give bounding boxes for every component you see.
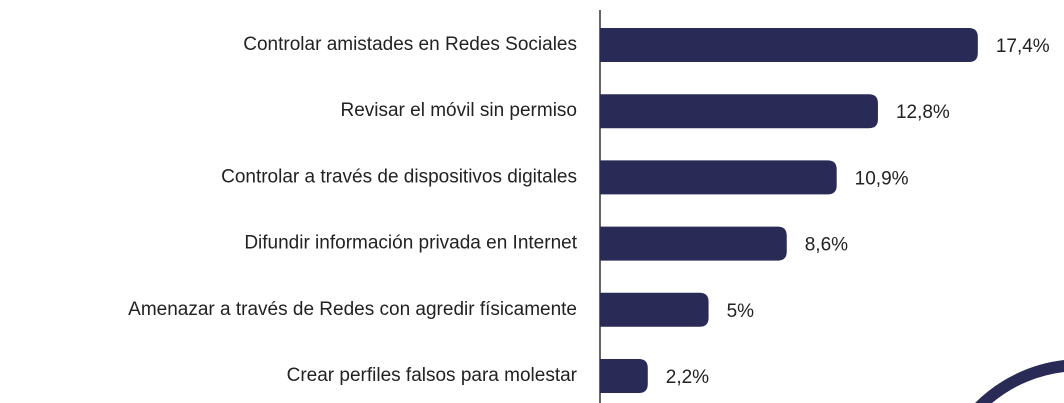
bar xyxy=(600,28,978,62)
value-label: 2,2% xyxy=(666,367,709,388)
category-label: Controlar amistades en Redes Sociales xyxy=(243,34,577,55)
decoration-arc xyxy=(975,360,1064,403)
bar xyxy=(600,226,787,261)
value-label: 10,9% xyxy=(855,168,909,189)
category-label: Revisar el móvil sin permiso xyxy=(340,100,577,121)
bar xyxy=(600,94,878,129)
category-label: Difundir información privada en Internet xyxy=(244,233,577,254)
value-label: 5% xyxy=(727,301,755,322)
bar xyxy=(600,359,648,393)
bar xyxy=(600,160,837,195)
value-label: 17,4% xyxy=(996,36,1050,57)
value-label: 8,6% xyxy=(805,235,848,256)
bar xyxy=(600,292,709,327)
category-label: Amenazar a través de Redes con agredir f… xyxy=(128,299,577,320)
category-label: Crear perfiles falsos para molestar xyxy=(287,365,578,386)
value-label: 12,8% xyxy=(896,102,950,123)
category-label: Controlar a través de dispositivos digit… xyxy=(221,166,577,187)
